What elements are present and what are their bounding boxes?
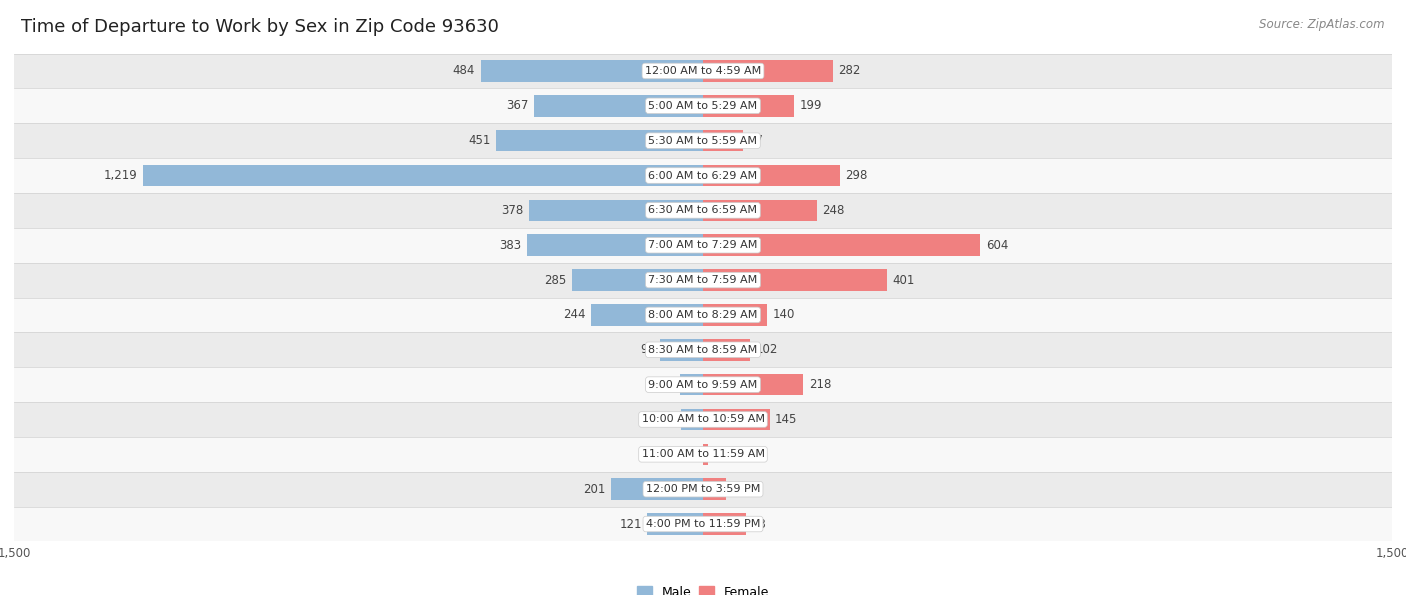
- Text: 298: 298: [845, 169, 868, 182]
- Text: 8:00 AM to 8:29 AM: 8:00 AM to 8:29 AM: [648, 310, 758, 320]
- Bar: [610, 478, 703, 500]
- Text: 8:30 AM to 8:59 AM: 8:30 AM to 8:59 AM: [648, 345, 758, 355]
- Text: 0: 0: [690, 448, 697, 461]
- Text: Time of Departure to Work by Sex in Zip Code 93630: Time of Departure to Work by Sex in Zip …: [21, 18, 499, 36]
- Text: 451: 451: [468, 134, 491, 147]
- Text: 199: 199: [800, 99, 823, 112]
- Text: 12:00 AM to 4:59 AM: 12:00 AM to 4:59 AM: [645, 66, 761, 76]
- Bar: [681, 409, 703, 430]
- Legend: Male, Female: Male, Female: [637, 585, 769, 595]
- Bar: [703, 60, 832, 82]
- Text: Source: ZipAtlas.com: Source: ZipAtlas.com: [1260, 18, 1385, 31]
- Bar: [14, 333, 1392, 367]
- Bar: [527, 234, 703, 256]
- Bar: [703, 199, 817, 221]
- Text: 50: 50: [731, 483, 747, 496]
- Bar: [703, 443, 707, 465]
- Bar: [14, 228, 1392, 262]
- Text: 244: 244: [562, 308, 585, 321]
- Text: 49: 49: [659, 378, 675, 391]
- Text: 604: 604: [986, 239, 1008, 252]
- Bar: [661, 339, 703, 361]
- Text: 48: 48: [661, 413, 675, 426]
- Bar: [703, 478, 725, 500]
- Text: 93: 93: [751, 518, 766, 531]
- Bar: [14, 402, 1392, 437]
- Text: 484: 484: [453, 64, 475, 77]
- Text: 145: 145: [775, 413, 797, 426]
- Text: 401: 401: [893, 274, 915, 287]
- Text: 121: 121: [620, 518, 643, 531]
- Bar: [703, 234, 980, 256]
- Bar: [703, 339, 749, 361]
- Bar: [703, 165, 839, 186]
- Bar: [591, 304, 703, 325]
- Bar: [534, 95, 703, 117]
- Bar: [14, 158, 1392, 193]
- Bar: [681, 374, 703, 396]
- Text: 282: 282: [838, 64, 860, 77]
- Text: 201: 201: [583, 483, 605, 496]
- Bar: [14, 123, 1392, 158]
- Bar: [14, 262, 1392, 298]
- Text: 367: 367: [506, 99, 529, 112]
- Text: 4:00 PM to 11:59 PM: 4:00 PM to 11:59 PM: [645, 519, 761, 529]
- Text: 11:00 AM to 11:59 AM: 11:00 AM to 11:59 AM: [641, 449, 765, 459]
- Text: 10: 10: [713, 448, 728, 461]
- Bar: [496, 130, 703, 152]
- Text: 218: 218: [808, 378, 831, 391]
- Text: 285: 285: [544, 274, 567, 287]
- Bar: [14, 298, 1392, 333]
- Bar: [14, 472, 1392, 506]
- Text: 7:30 AM to 7:59 AM: 7:30 AM to 7:59 AM: [648, 275, 758, 285]
- Text: 102: 102: [755, 343, 778, 356]
- Text: 5:30 AM to 5:59 AM: 5:30 AM to 5:59 AM: [648, 136, 758, 146]
- Bar: [703, 409, 769, 430]
- Bar: [647, 513, 703, 535]
- Text: 383: 383: [499, 239, 522, 252]
- Text: 248: 248: [823, 204, 845, 217]
- Bar: [703, 270, 887, 291]
- Text: 9:00 AM to 9:59 AM: 9:00 AM to 9:59 AM: [648, 380, 758, 390]
- Bar: [703, 513, 745, 535]
- Text: 1,219: 1,219: [104, 169, 138, 182]
- Text: 7:00 AM to 7:29 AM: 7:00 AM to 7:29 AM: [648, 240, 758, 250]
- Text: 5:00 AM to 5:29 AM: 5:00 AM to 5:29 AM: [648, 101, 758, 111]
- Text: 87: 87: [748, 134, 763, 147]
- Bar: [703, 95, 794, 117]
- Text: 12:00 PM to 3:59 PM: 12:00 PM to 3:59 PM: [645, 484, 761, 494]
- Text: 140: 140: [773, 308, 796, 321]
- Bar: [14, 506, 1392, 541]
- Text: 10:00 AM to 10:59 AM: 10:00 AM to 10:59 AM: [641, 415, 765, 424]
- Text: 6:30 AM to 6:59 AM: 6:30 AM to 6:59 AM: [648, 205, 758, 215]
- Bar: [481, 60, 703, 82]
- Text: 378: 378: [502, 204, 524, 217]
- Bar: [14, 367, 1392, 402]
- Text: 6:00 AM to 6:29 AM: 6:00 AM to 6:29 AM: [648, 171, 758, 180]
- Bar: [703, 304, 768, 325]
- Bar: [14, 54, 1392, 89]
- Bar: [14, 89, 1392, 123]
- Bar: [143, 165, 703, 186]
- Bar: [703, 130, 742, 152]
- Bar: [703, 374, 803, 396]
- Bar: [14, 193, 1392, 228]
- Bar: [14, 437, 1392, 472]
- Text: 93: 93: [640, 343, 655, 356]
- Bar: [572, 270, 703, 291]
- Bar: [530, 199, 703, 221]
